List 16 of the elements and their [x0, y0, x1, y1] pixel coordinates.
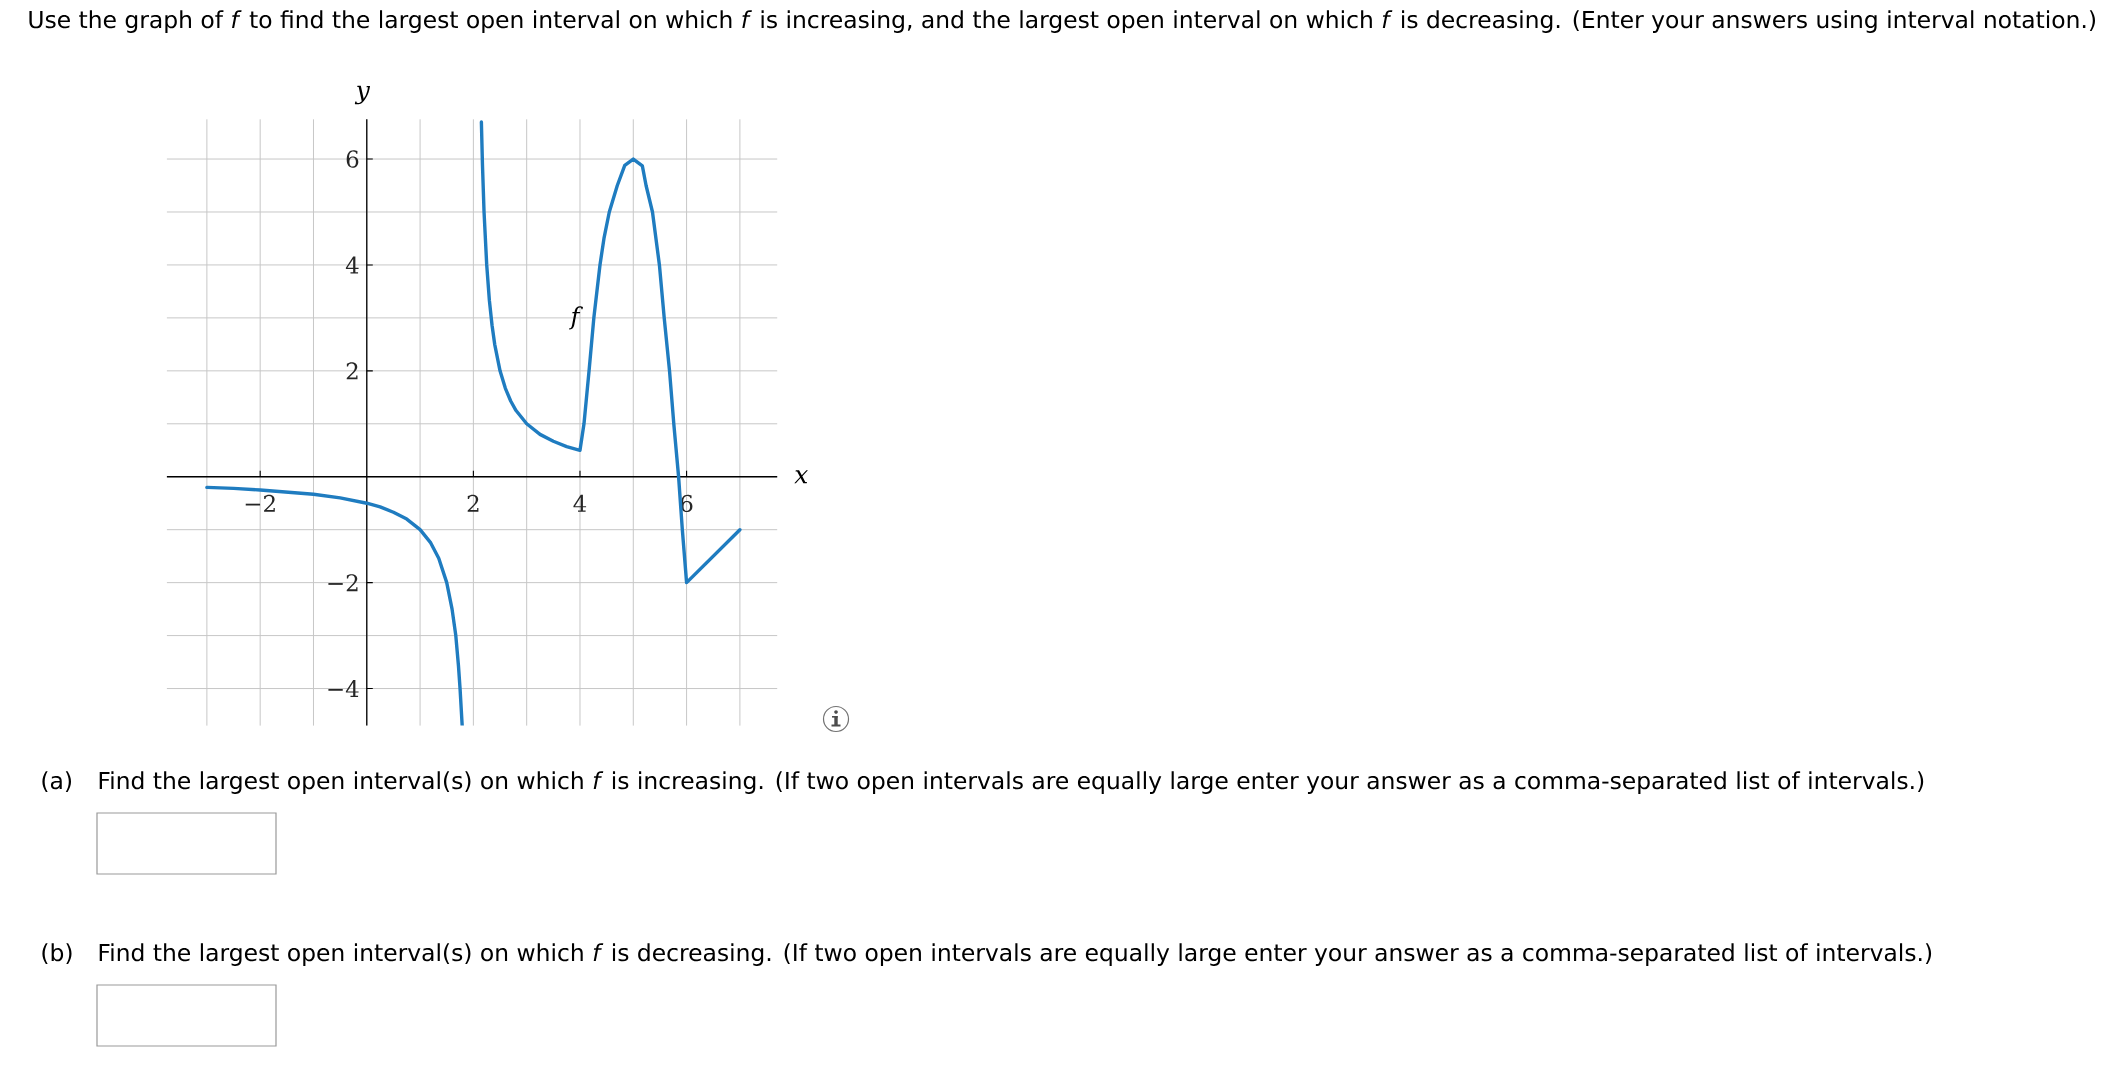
y-tick-label: 2: [346, 362, 358, 380]
series-label: f: [569, 306, 583, 330]
x-tick-label: 2: [467, 494, 479, 512]
text: Find the largest open interval(s) on which f is decreasing. (If two open intervals are equally large enter your answer as a comma-separated list of intervals.): [99, 943, 1932, 966]
text: Use the graph of f to find the largest open interval on which f is increasing, and the largest open interval on which f is decreasing. (Enter your answers using interval notation.): [29, 10, 2096, 33]
y-tick-label: 6: [346, 150, 359, 168]
text: Find the largest open interval(s) on which f is increasing. (If two open intervals are equally large enter your answer as a comma-separated list of intervals.): [99, 771, 1924, 794]
x-tick-label: 4: [573, 494, 587, 512]
text: (b): [42, 943, 72, 965]
y-tick-label: −2: [328, 574, 358, 592]
x-axis-title: x: [794, 470, 808, 484]
x-tick-label: −2: [245, 494, 275, 512]
y-tick-label: 4: [345, 256, 359, 274]
y-axis-title: y: [354, 85, 371, 105]
y-tick-label: −4: [328, 680, 359, 698]
text: (a): [42, 771, 72, 793]
